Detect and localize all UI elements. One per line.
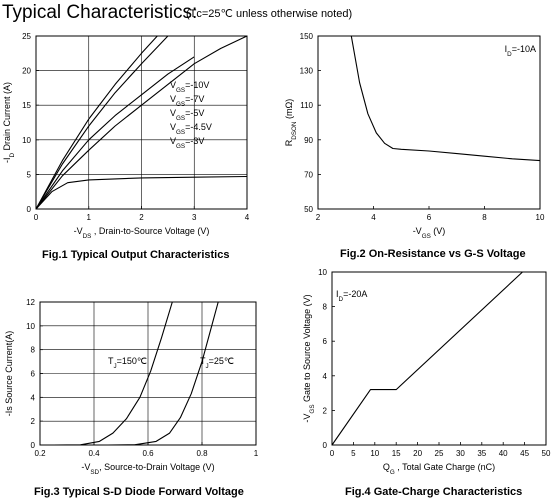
x-tick-label: 20 xyxy=(413,449,422,458)
series-line xyxy=(53,301,173,446)
fig1-caption: Fig.1 Typical Output Characteristics xyxy=(42,249,230,261)
x-tick-label: 0.8 xyxy=(196,449,208,458)
y-tick-label: 90 xyxy=(304,136,313,145)
x-tick-label: 0 xyxy=(34,213,39,222)
chart-annotation: ID=-10A xyxy=(505,44,536,58)
series-label: TJ=150℃ xyxy=(108,356,147,370)
x-tick-label: 45 xyxy=(520,449,529,458)
y-axis-label: -ID Drain Current (A) xyxy=(2,82,16,163)
y-tick-label: 0 xyxy=(323,441,328,450)
y-tick-label: 150 xyxy=(300,32,314,41)
x-tick-label: 0.6 xyxy=(142,449,154,458)
chart-output-characteristics: 0 1 2 3 4 0 5 10 15 20 25 -VDS , Drain-to-Source Vo… xyxy=(2,32,250,240)
y-tick-label: 70 xyxy=(304,170,313,179)
series-label: VGS=-3V xyxy=(170,136,204,150)
page-title: Typical Characteristics: xyxy=(2,2,198,23)
y-tick-label: 25 xyxy=(22,32,31,41)
series-line xyxy=(107,301,219,446)
y-axis-label: -VGS Gate to Source Voltage (V) xyxy=(302,294,316,422)
plot-frame xyxy=(317,35,541,210)
x-tick-label: 2 xyxy=(316,213,321,222)
series-line xyxy=(35,175,248,210)
y-tick-label: 110 xyxy=(300,101,313,110)
series-label: VGS=-7V xyxy=(170,94,204,108)
y-tick-label: 50 xyxy=(304,205,313,214)
fig4-caption: Fig.4 Gate-Charge Characteristics xyxy=(345,486,523,498)
y-axis-label: RDSON (mΩ) xyxy=(284,99,298,146)
x-tick-label: 15 xyxy=(392,449,401,458)
y-tick-label: 15 xyxy=(22,101,31,110)
y-axis-label: -Is Source Current(A) xyxy=(4,331,14,417)
x-tick-label: 5 xyxy=(351,449,356,458)
y-tick-label: 10 xyxy=(26,322,35,331)
series-label: VGS=-5V xyxy=(170,108,204,122)
series-line xyxy=(35,35,169,210)
x-tick-label: 3 xyxy=(192,213,197,222)
chart-annotation: ID=-20A xyxy=(336,289,367,303)
y-tick-label: 6 xyxy=(31,370,36,379)
y-tick-label: 8 xyxy=(31,346,36,355)
x-tick-label: 4 xyxy=(371,213,376,222)
series-label: TJ=25℃ xyxy=(200,356,234,370)
x-tick-label: 35 xyxy=(477,449,486,458)
series-line xyxy=(35,56,195,210)
y-tick-label: 10 xyxy=(22,136,31,145)
series-line xyxy=(331,271,523,446)
x-axis-label: -VDS , Drain-to-Source Voltage (V) xyxy=(74,226,210,240)
x-tick-label: 10 xyxy=(536,213,545,222)
y-tick-label: 8 xyxy=(323,303,328,312)
series-line xyxy=(350,35,541,162)
y-tick-label: 0 xyxy=(31,441,36,450)
series-line xyxy=(35,35,248,210)
fig3-caption: Fig.3 Typical S-D Diode Forward Voltage xyxy=(34,486,244,498)
y-tick-label: 12 xyxy=(26,298,35,307)
x-axis-label: -VGS (V) xyxy=(413,226,446,240)
x-tick-label: 0.4 xyxy=(88,449,100,458)
x-tick-label: 1 xyxy=(254,449,259,458)
chart-on-resistance: 2 4 6 8 10 50 70 90 110 130 150 -VGS (V) RDSON (mΩ) I… xyxy=(284,32,545,240)
x-tick-label: 50 xyxy=(542,449,551,458)
x-axis-label: QG , Total Gate Charge (nC) xyxy=(383,462,495,476)
y-tick-label: 0 xyxy=(27,205,32,214)
y-tick-label: 2 xyxy=(31,417,36,426)
x-tick-label: 1 xyxy=(87,213,92,222)
series-label: VGS=-10V xyxy=(170,80,209,94)
y-tick-label: 20 xyxy=(22,67,31,76)
x-tick-label: 8 xyxy=(482,213,487,222)
x-tick-label: 30 xyxy=(456,449,465,458)
x-tick-label: 2 xyxy=(139,213,144,222)
test-conditions: (Tᴄ=25℃ unless otherwise noted) xyxy=(186,8,353,20)
y-tick-label: 2 xyxy=(323,406,328,415)
fig2-caption: Fig.2 On-Resistance vs G-S Voltage xyxy=(340,248,526,260)
x-axis-label: -VSD, Source-to-Drain Voltage (V) xyxy=(81,462,214,476)
chart-gate-charge: 0 5 10 15 20 25 30 35 40 45 50 0 2 4 6 8 10 QG , Total Ga… xyxy=(302,268,551,476)
y-tick-label: 6 xyxy=(323,337,328,346)
x-tick-label: 0 xyxy=(330,449,335,458)
y-tick-label: 4 xyxy=(323,372,328,381)
x-tick-label: 0.2 xyxy=(34,449,46,458)
series-line xyxy=(35,35,158,210)
x-tick-label: 25 xyxy=(435,449,444,458)
series-label: VGS=-4.5V xyxy=(170,122,212,136)
y-tick-label: 130 xyxy=(300,67,314,76)
x-tick-label: 4 xyxy=(245,213,250,222)
x-tick-label: 10 xyxy=(370,449,379,458)
y-tick-label: 5 xyxy=(27,170,32,179)
y-tick-label: 4 xyxy=(31,393,36,402)
y-tick-label: 10 xyxy=(318,268,327,277)
x-tick-label: 6 xyxy=(427,213,432,222)
x-tick-label: 40 xyxy=(499,449,508,458)
